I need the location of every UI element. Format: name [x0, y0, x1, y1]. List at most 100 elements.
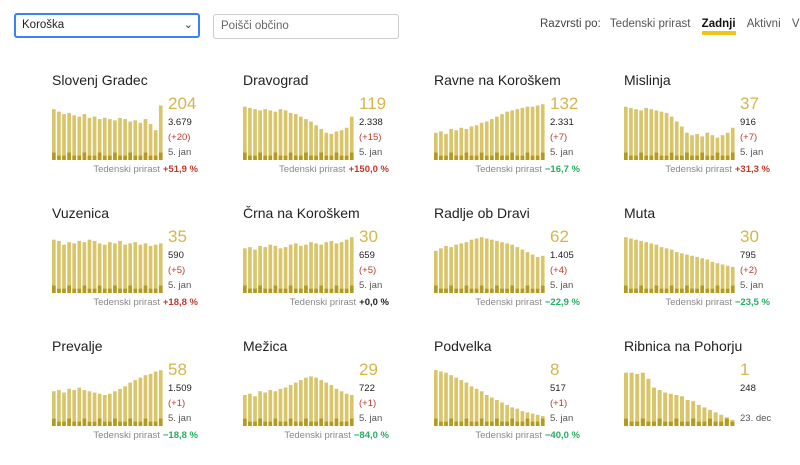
trend-bar-active [77, 288, 82, 293]
trend-bar-active [258, 152, 262, 160]
trend-bar-active [505, 288, 509, 293]
total-cases: 3.679 [168, 117, 192, 128]
trend-bar [324, 242, 329, 293]
trend-bar-active [649, 288, 654, 293]
trend-bar [314, 377, 318, 426]
trend-bar [444, 372, 448, 426]
trend-bar-active [449, 152, 453, 160]
trend-bar-active [108, 155, 112, 160]
trend-bar [690, 135, 694, 160]
trend-bar [148, 124, 153, 160]
trend-bar-active [700, 285, 705, 293]
last-update-date: 5. jan [168, 413, 192, 424]
trend-bar [283, 247, 288, 293]
trend-bar-active [329, 421, 334, 426]
trend-bar-active [278, 155, 283, 160]
municipality-card[interactable]: Slovenj Gradec 204 3.679 (+20) 5. jan Tedensk… [52, 72, 232, 192]
trend-bar-active [479, 418, 484, 426]
trend-bar [495, 116, 499, 160]
trend-bar-active [344, 288, 349, 293]
trend-bar [344, 127, 349, 160]
latest-cases-number: 132 [550, 94, 579, 113]
trend-bar [646, 378, 651, 426]
trend-bar [123, 119, 127, 160]
trend-bar-active [92, 288, 97, 293]
trend-bar [474, 125, 479, 160]
trend-bar-active [243, 152, 247, 160]
municipality-card[interactable]: Črna na Koroškem 30 659 (+5) 5. jan Tedenski … [243, 205, 423, 325]
trend-bar [530, 106, 535, 160]
trend-bar [510, 110, 515, 160]
weekly-growth-label: Tedenski prirast [284, 430, 351, 441]
sort-option-latest[interactable]: Zadnji [701, 18, 736, 35]
trend-bar [629, 238, 633, 293]
trend-bar [657, 390, 662, 426]
region-select[interactable]: Koroška ⌄ [14, 13, 200, 38]
municipality-card[interactable]: Ribnica na Pohorju 1 248 23. dec [624, 338, 800, 458]
trend-bar [67, 112, 71, 160]
trend-bar [540, 104, 545, 160]
municipality-search-input[interactable]: Poišči občino [213, 14, 399, 39]
trend-bar-active [690, 288, 694, 293]
trend-bar-active [334, 285, 339, 293]
trend-bar-active [158, 152, 163, 160]
trend-bar-chart [624, 106, 735, 160]
last-update-date: 5. jan [168, 147, 192, 158]
trend-bar-active [309, 421, 313, 426]
region-select-value: Koroška [22, 19, 65, 31]
trend-bar-active [319, 418, 324, 426]
trend-bar-active [674, 155, 679, 160]
trend-bar-active [664, 288, 669, 293]
municipality-card[interactable]: Radlje ob Dravi 62 1.405 (+4) 5. jan Tedenski… [434, 205, 614, 325]
trend-bar-active [490, 421, 494, 426]
trend-bar [243, 106, 247, 160]
trend-bar [82, 242, 87, 293]
sort-option-all[interactable]: Vsi [791, 18, 800, 30]
trend-bar-active [505, 421, 509, 426]
trend-bar-active [459, 288, 464, 293]
trend-bar [500, 242, 504, 293]
last-update-date: 5. jan [550, 413, 574, 424]
trend-bar-active [710, 155, 715, 160]
trend-bar [319, 244, 324, 293]
municipality-card[interactable]: Ravne na Koroškem 132 2.331 (+7) 5. jan Teden… [434, 72, 614, 192]
trend-bar [299, 245, 303, 293]
trend-bar [720, 264, 725, 293]
trend-bar-active [474, 288, 479, 293]
trend-bar [464, 382, 469, 426]
sort-option-weekly-growth[interactable]: Tedenski prirast [609, 18, 691, 30]
trend-bar [685, 132, 689, 160]
trend-bar-chart [243, 376, 354, 426]
trend-bar [664, 248, 669, 293]
trend-bar-active [713, 421, 718, 426]
municipality-card[interactable]: Dravograd 119 2.338 (+15) 5. jan Tedenski pri… [243, 72, 423, 192]
daily-change: (+15) [359, 132, 382, 143]
municipality-card[interactable]: Mežica 29 722 (+1) 5. jan Tedenski prirast −84… [243, 338, 423, 458]
last-update-date: 5. jan [740, 147, 764, 158]
municipality-card[interactable]: Vuzenica 35 590 (+5) 5. jan Tedenski prirast +… [52, 205, 232, 325]
trend-bar [680, 253, 684, 293]
weekly-growth: Tedenski prirast +0,0 % [290, 297, 389, 308]
sort-option-active[interactable]: Aktivni [746, 18, 781, 30]
trend-bar-active [530, 421, 535, 426]
trend-bar-active [243, 285, 247, 293]
trend-bar [629, 372, 634, 426]
weekly-growth: Tedenski prirast +31,3 % [665, 164, 770, 175]
trend-bar-active [309, 155, 313, 160]
trend-bar-active [339, 421, 344, 426]
trend-bar-active [540, 418, 545, 426]
weekly-growth-value: −40,0 % [544, 430, 580, 441]
municipality-card[interactable]: Mislinja 37 916 (+7) 5. jan Tedenski prirast +… [624, 72, 800, 192]
trend-bar-active [299, 288, 303, 293]
weekly-growth-label: Tedenski prirast [289, 297, 357, 308]
trend-bar-active [724, 418, 729, 426]
trend-bar [82, 114, 87, 160]
trend-bar [484, 121, 489, 160]
weekly-growth: Tedenski prirast −23,5 % [665, 297, 770, 308]
trend-bar-active [153, 288, 158, 293]
trend-bar-active [118, 155, 122, 160]
municipality-card[interactable]: Prevalje 58 1.509 (+1) 5. jan Tedenski priras… [52, 338, 232, 458]
municipality-card[interactable]: Podvelka 8 517 (+1) 5. jan Tedenski prirast −4… [434, 338, 614, 458]
municipality-card[interactable]: Muta 30 795 (+2) 5. jan Tedenski prirast −23,5… [624, 205, 800, 325]
trend-bar [624, 106, 628, 160]
